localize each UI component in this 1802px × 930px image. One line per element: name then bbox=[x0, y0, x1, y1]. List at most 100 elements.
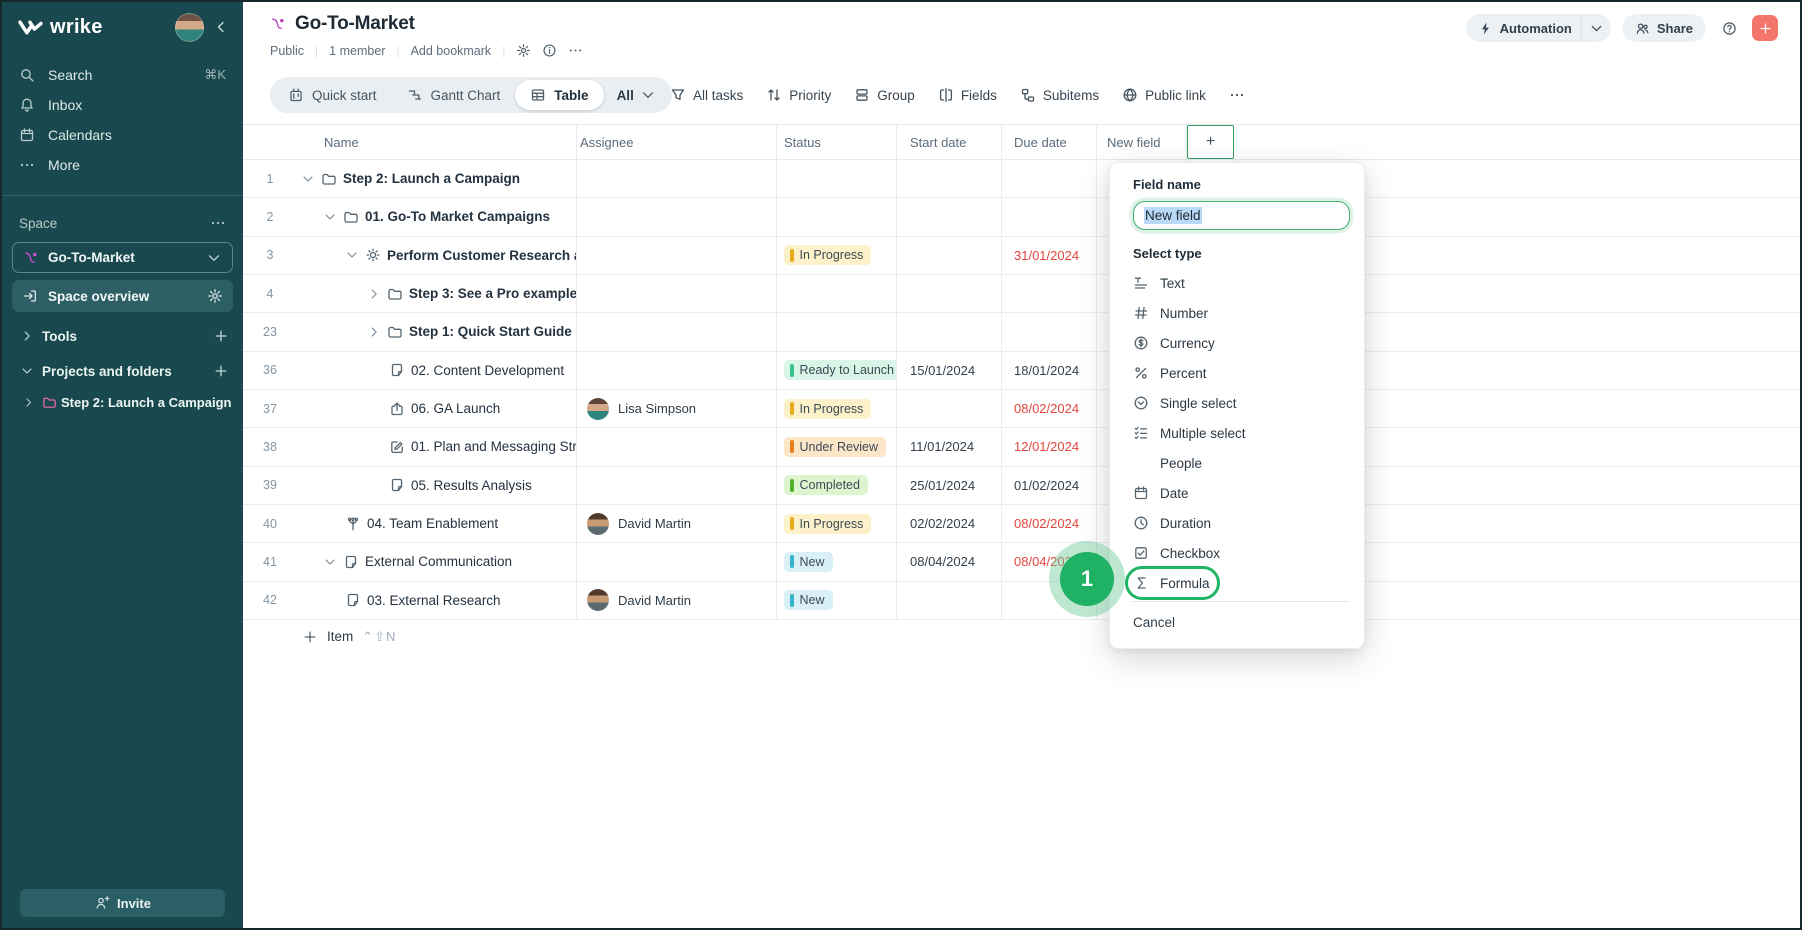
status-cell[interactable]: New bbox=[777, 543, 897, 581]
row-expand-chevron[interactable] bbox=[323, 555, 343, 569]
table-row[interactable]: 1 Step 2: Launch a Campaign bbox=[243, 160, 1800, 199]
start-date-cell[interactable]: 11/01/2024 bbox=[897, 428, 1002, 466]
field-type-single-select[interactable]: Single select bbox=[1133, 388, 1346, 418]
column-header-due-date[interactable]: Due date bbox=[1002, 125, 1097, 159]
status-cell[interactable] bbox=[777, 313, 897, 351]
start-date-cell[interactable] bbox=[897, 160, 1002, 198]
sidebar-item-more[interactable]: More bbox=[2, 150, 243, 180]
assignee-cell[interactable]: David Martin bbox=[577, 581, 777, 619]
table-row[interactable]: 37 06. GA Launch Lisa Simpson In Progres… bbox=[243, 389, 1800, 429]
collapse-sidebar-icon[interactable] bbox=[213, 19, 229, 35]
task-name-cell[interactable]: 06. GA Launch bbox=[297, 389, 577, 428]
table-row[interactable]: 40 04. Team Enablement David Martin In P… bbox=[243, 504, 1800, 544]
sidebar-item-inbox[interactable]: Inbox bbox=[2, 90, 243, 120]
row-expand-chevron[interactable] bbox=[367, 325, 387, 339]
automation-dropdown[interactable] bbox=[1580, 14, 1611, 42]
due-date-cell[interactable]: 18/01/2024 bbox=[1002, 351, 1097, 389]
start-date-cell[interactable] bbox=[897, 198, 1002, 236]
visibility-label[interactable]: Public bbox=[270, 43, 305, 58]
chevron-right-icon[interactable] bbox=[22, 396, 38, 409]
field-type-formula[interactable]: Formula bbox=[1125, 566, 1346, 600]
start-date-cell[interactable] bbox=[897, 236, 1002, 274]
row-expand-chevron[interactable] bbox=[323, 210, 343, 224]
table-row[interactable]: 41 External Communication New 08/04/2024… bbox=[243, 543, 1800, 582]
assignee-cell[interactable] bbox=[577, 428, 777, 466]
task-name-cell[interactable]: Step 1: Quick Start Guide bbox=[297, 313, 577, 351]
toolbar-all-tasks[interactable]: All tasks bbox=[670, 87, 743, 103]
start-date-cell[interactable]: 08/04/2024 bbox=[897, 543, 1002, 581]
sidebar-item-space-overview[interactable]: Space overview bbox=[12, 280, 233, 312]
view-tab-table[interactable]: Table bbox=[515, 80, 604, 110]
status-cell[interactable]: New bbox=[777, 581, 897, 619]
column-header-new-field[interactable]: New field bbox=[1097, 125, 1187, 159]
due-date-cell[interactable]: 12/01/2024 bbox=[1002, 428, 1097, 466]
due-date-cell[interactable] bbox=[1002, 160, 1097, 198]
sidebar-item-projects-and-folders[interactable]: Projects and folders bbox=[2, 357, 243, 385]
field-type-duration[interactable]: Duration bbox=[1133, 508, 1346, 538]
start-date-cell[interactable] bbox=[897, 313, 1002, 351]
sidebar-item-calendars[interactable]: Calendars bbox=[2, 120, 243, 150]
status-cell[interactable] bbox=[777, 198, 897, 236]
invite-button[interactable]: Invite bbox=[20, 889, 225, 917]
assignee-cell[interactable] bbox=[577, 466, 777, 504]
help-button[interactable] bbox=[1717, 16, 1741, 40]
status-cell[interactable]: In Progress bbox=[777, 504, 897, 543]
assignee-cell[interactable] bbox=[577, 198, 777, 236]
task-name-cell[interactable]: 01. Plan and Messaging Str bbox=[297, 428, 577, 466]
task-name-cell[interactable]: 03. External Research bbox=[297, 581, 577, 619]
table-row[interactable]: 3 Perform Customer Research a In Progres… bbox=[243, 236, 1800, 275]
field-type-checkbox[interactable]: Checkbox bbox=[1133, 538, 1346, 568]
user-avatar[interactable] bbox=[175, 12, 204, 42]
space-menu-icon[interactable] bbox=[210, 215, 226, 231]
add-bookmark-link[interactable]: Add bookmark bbox=[410, 43, 492, 58]
due-date-cell[interactable] bbox=[1002, 313, 1097, 351]
table-row[interactable]: 36 02. Content Development Ready to Laun… bbox=[243, 351, 1800, 390]
start-date-cell[interactable]: 15/01/2024 bbox=[897, 351, 1002, 389]
share-button[interactable]: Share bbox=[1621, 14, 1706, 42]
column-header-start-date[interactable]: Start date bbox=[897, 125, 1002, 159]
start-date-cell[interactable]: 02/02/2024 bbox=[897, 504, 1002, 543]
status-cell[interactable]: Under Review bbox=[777, 428, 897, 466]
status-cell[interactable]: Ready to Launch bbox=[777, 351, 897, 389]
task-name-cell[interactable]: Step 3: See a Pro example bbox=[297, 274, 577, 313]
gear-icon[interactable] bbox=[207, 288, 223, 304]
status-cell[interactable] bbox=[777, 160, 897, 198]
start-date-cell[interactable] bbox=[897, 389, 1002, 428]
toolbar-more-options[interactable] bbox=[1229, 87, 1245, 103]
task-name-cell[interactable]: Step 2: Launch a Campaign bbox=[297, 160, 577, 198]
toolbar-group[interactable]: Group bbox=[854, 87, 915, 103]
field-type-date[interactable]: Date bbox=[1133, 478, 1346, 508]
gear-icon[interactable] bbox=[516, 43, 531, 58]
chevron-down-icon[interactable] bbox=[20, 364, 38, 378]
status-cell[interactable]: In Progress bbox=[777, 236, 897, 274]
members-count[interactable]: 1 member bbox=[329, 43, 386, 58]
due-date-cell[interactable]: 01/02/2024 bbox=[1002, 466, 1097, 504]
table-row[interactable]: 4 Step 3: See a Pro example bbox=[243, 274, 1800, 314]
add-column-button[interactable]: + bbox=[1187, 125, 1234, 159]
task-name-cell[interactable]: 05. Results Analysis bbox=[297, 466, 577, 504]
toolbar-fields[interactable]: Fields bbox=[938, 87, 997, 103]
field-type-people[interactable]: People bbox=[1133, 448, 1346, 478]
toolbar-public-link[interactable]: Public link bbox=[1122, 87, 1206, 103]
chevron-right-icon[interactable] bbox=[20, 329, 38, 343]
add-project-icon[interactable] bbox=[213, 363, 229, 379]
create-new-button[interactable] bbox=[1752, 15, 1778, 41]
due-date-cell[interactable]: 31/01/2024 bbox=[1002, 236, 1097, 274]
add-tool-icon[interactable] bbox=[213, 328, 229, 344]
sidebar-item-tools[interactable]: Tools bbox=[2, 322, 243, 350]
assignee-cell[interactable] bbox=[577, 351, 777, 389]
field-type-currency[interactable]: Currency bbox=[1133, 328, 1346, 358]
table-row[interactable]: 2 01. Go-To Market Campaigns bbox=[243, 198, 1800, 237]
status-cell[interactable] bbox=[777, 274, 897, 313]
row-expand-chevron[interactable] bbox=[301, 172, 321, 186]
start-date-cell[interactable] bbox=[897, 581, 1002, 619]
sidebar-item-search[interactable]: Search ⌘K bbox=[2, 60, 243, 90]
start-date-cell[interactable] bbox=[897, 274, 1002, 313]
assignee-cell[interactable] bbox=[577, 160, 777, 198]
due-date-cell[interactable]: 08/02/2024 bbox=[1002, 389, 1097, 428]
sidebar-item-project[interactable]: Step 2: Launch a Campaign bbox=[2, 389, 243, 415]
table-row[interactable]: 23 Step 1: Quick Start Guide bbox=[243, 313, 1800, 352]
cancel-button[interactable]: Cancel bbox=[1133, 615, 1176, 630]
field-type-percent[interactable]: Percent bbox=[1133, 358, 1346, 388]
column-header-status[interactable]: Status bbox=[777, 125, 897, 159]
